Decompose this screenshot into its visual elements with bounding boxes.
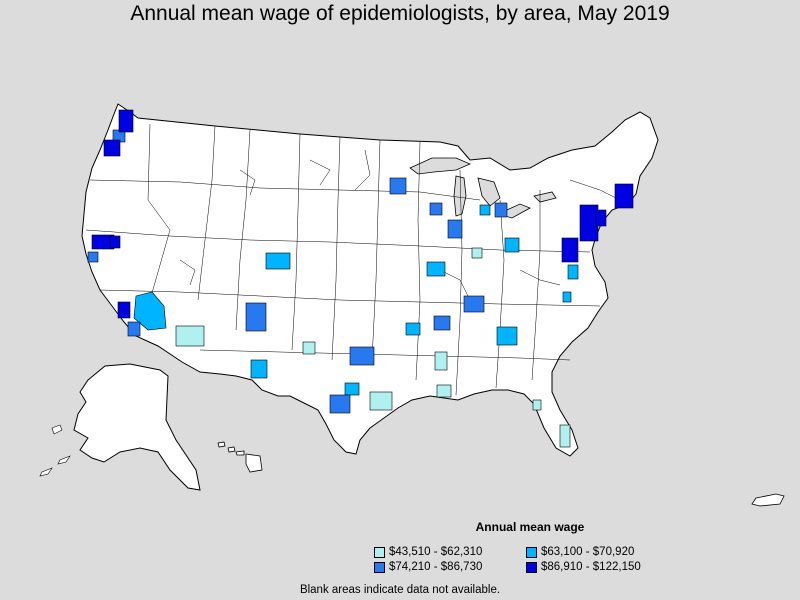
lake-huron — [477, 177, 501, 207]
legend-swatch — [526, 561, 537, 573]
area-boundaries — [85, 123, 621, 396]
wage-areas-tier-3 — [87, 129, 508, 414]
puerto-rico — [751, 493, 785, 507]
legend-label: $43,510 - $62,310 — [389, 546, 483, 558]
hawaii — [217, 441, 263, 473]
legend-title: Annual mean wage — [475, 520, 585, 534]
legend-swatch — [374, 561, 385, 573]
lake-michigan — [453, 175, 467, 217]
alaska — [73, 363, 201, 491]
legend-label: $74,210 - $86,730 — [389, 561, 483, 573]
legend-item: $43,510 - $62,310 — [374, 546, 482, 558]
wage-areas-tier-4 — [91, 109, 634, 319]
contiguous-us-outline — [81, 103, 659, 457]
lake-ontario — [533, 191, 557, 203]
lake-superior — [409, 157, 472, 175]
wage-areas-tier-1 — [175, 247, 571, 448]
alaska-islands — [39, 424, 71, 477]
legend-swatch — [374, 546, 385, 558]
legend-label: $63,100 - $70,920 — [541, 546, 635, 558]
legend-item: $74,210 - $86,730 — [374, 561, 482, 573]
wage-areas-tier-2 — [133, 204, 579, 396]
legend-item: $63,100 - $70,920 — [526, 546, 634, 558]
legend-swatch — [526, 546, 537, 558]
map-title: Annual mean wage of epidemiologists, by … — [130, 2, 670, 25]
footnote: Blank areas indicate data not available. — [299, 584, 501, 596]
legend-item: $86,910 - $122,150 — [526, 561, 641, 573]
legend-label: $86,910 - $122,150 — [541, 561, 641, 573]
